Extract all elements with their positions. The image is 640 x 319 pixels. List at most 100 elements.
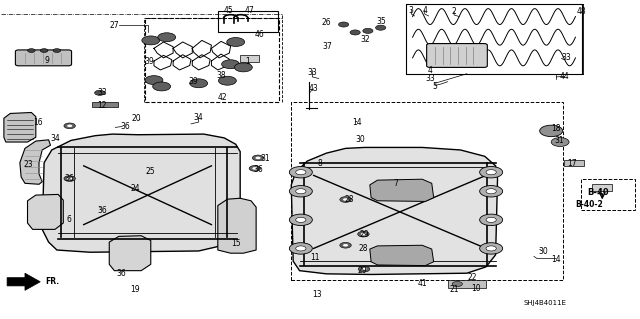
Text: 38: 38 [216, 70, 226, 79]
Text: 20: 20 [132, 114, 141, 123]
Text: 13: 13 [312, 290, 322, 299]
Text: 33: 33 [426, 74, 435, 83]
Text: 33: 33 [307, 68, 317, 77]
Circle shape [486, 246, 496, 251]
Circle shape [67, 177, 72, 180]
Circle shape [479, 214, 502, 226]
Circle shape [486, 170, 496, 175]
Circle shape [255, 157, 260, 159]
Text: 31: 31 [261, 154, 271, 163]
Text: 36: 36 [253, 165, 263, 174]
Polygon shape [42, 134, 240, 252]
Text: 21: 21 [449, 285, 459, 294]
Text: 14: 14 [552, 255, 561, 264]
Circle shape [551, 137, 569, 146]
Text: 39: 39 [189, 77, 198, 86]
Text: 35: 35 [376, 17, 386, 26]
Bar [592, 184, 612, 191]
Circle shape [479, 243, 502, 254]
Polygon shape [109, 236, 151, 271]
Circle shape [189, 79, 207, 88]
Circle shape [296, 246, 306, 251]
Circle shape [289, 243, 312, 254]
Text: 39: 39 [144, 57, 154, 66]
Circle shape [28, 49, 35, 52]
Circle shape [249, 166, 260, 171]
Circle shape [227, 38, 244, 47]
Circle shape [145, 76, 163, 85]
Text: 26: 26 [321, 19, 331, 27]
Text: 36: 36 [120, 122, 130, 131]
Text: 28: 28 [344, 195, 354, 204]
Text: 6: 6 [67, 215, 72, 224]
Text: 4: 4 [422, 6, 427, 15]
Circle shape [218, 76, 236, 85]
Circle shape [221, 60, 239, 69]
Polygon shape [20, 140, 51, 184]
Text: 43: 43 [308, 85, 319, 93]
Bar [92, 102, 118, 107]
Circle shape [67, 124, 72, 127]
Circle shape [358, 266, 370, 272]
Text: 11: 11 [310, 253, 319, 262]
Bar [240, 55, 259, 62]
Circle shape [64, 123, 76, 129]
Text: 29: 29 [357, 266, 367, 275]
Circle shape [343, 198, 348, 201]
Text: 8: 8 [317, 159, 323, 168]
Circle shape [234, 63, 252, 72]
Text: 2: 2 [452, 7, 456, 16]
Text: 19: 19 [130, 285, 140, 293]
Text: 30: 30 [539, 247, 548, 256]
Text: FR.: FR. [45, 277, 60, 286]
Text: 22: 22 [468, 272, 477, 281]
Text: 36: 36 [65, 174, 74, 183]
Circle shape [486, 217, 496, 222]
Text: 7: 7 [393, 179, 398, 188]
Circle shape [289, 186, 312, 197]
Text: B-40-2: B-40-2 [575, 200, 604, 209]
Circle shape [452, 281, 463, 286]
Circle shape [64, 176, 76, 182]
Circle shape [358, 231, 369, 237]
Bar [580, 179, 635, 210]
Text: 48: 48 [577, 7, 587, 16]
Bar [145, 18, 279, 102]
Circle shape [363, 28, 373, 33]
Text: 45: 45 [224, 6, 234, 15]
Text: 33: 33 [97, 88, 107, 97]
Polygon shape [28, 195, 63, 229]
Circle shape [340, 197, 351, 202]
Text: 37: 37 [322, 42, 332, 51]
Circle shape [339, 22, 349, 27]
Text: 42: 42 [218, 93, 228, 102]
Text: 36: 36 [116, 269, 126, 278]
FancyBboxPatch shape [427, 44, 487, 67]
Polygon shape [370, 245, 434, 266]
Polygon shape [218, 198, 256, 253]
Text: 9: 9 [45, 56, 50, 65]
Text: 27: 27 [109, 21, 119, 30]
Circle shape [158, 33, 175, 42]
Circle shape [296, 217, 306, 222]
Text: 15: 15 [231, 239, 241, 248]
Text: 46: 46 [255, 31, 265, 40]
Text: 44: 44 [560, 72, 570, 81]
Text: 10: 10 [472, 284, 481, 293]
Circle shape [40, 49, 48, 52]
Circle shape [362, 268, 367, 270]
Circle shape [95, 90, 105, 95]
Polygon shape [7, 273, 40, 290]
Text: 23: 23 [24, 160, 34, 169]
Text: 5: 5 [433, 82, 437, 91]
Text: 3: 3 [409, 6, 413, 15]
Circle shape [486, 189, 496, 194]
Text: 47: 47 [245, 6, 255, 15]
Text: 34: 34 [194, 113, 204, 122]
Text: 30: 30 [355, 135, 365, 144]
Circle shape [252, 167, 257, 170]
Text: 14: 14 [352, 117, 362, 127]
Circle shape [296, 189, 306, 194]
Circle shape [252, 155, 264, 161]
Text: 29: 29 [359, 230, 369, 239]
